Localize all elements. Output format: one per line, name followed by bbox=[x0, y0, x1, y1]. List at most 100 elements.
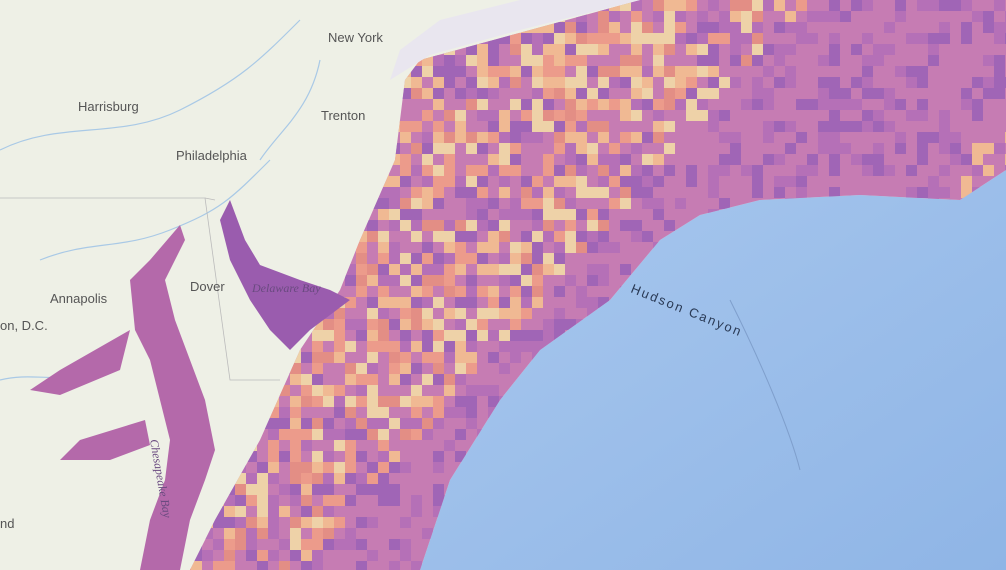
heat-cell bbox=[730, 44, 741, 55]
heat-cell bbox=[477, 198, 488, 209]
heat-cell bbox=[477, 242, 488, 253]
heat-cell bbox=[521, 99, 532, 110]
heat-cell bbox=[521, 187, 532, 198]
heat-cell bbox=[312, 550, 323, 561]
heat-cell bbox=[400, 132, 411, 143]
heat-cell bbox=[279, 451, 290, 462]
heat-cell bbox=[576, 154, 587, 165]
heat-cell bbox=[378, 407, 389, 418]
heat-cell bbox=[994, 143, 1005, 154]
heat-cell bbox=[422, 242, 433, 253]
heat-cell bbox=[466, 231, 477, 242]
heat-cell bbox=[862, 154, 873, 165]
heat-cell bbox=[598, 165, 609, 176]
heat-cell bbox=[741, 165, 752, 176]
heat-cell bbox=[939, 33, 950, 44]
heat-cell bbox=[510, 77, 521, 88]
city-label: New York bbox=[328, 30, 383, 45]
heat-cell bbox=[653, 132, 664, 143]
heat-cell bbox=[367, 308, 378, 319]
heat-cell bbox=[499, 341, 510, 352]
heat-cell bbox=[301, 517, 312, 528]
heat-cell bbox=[653, 154, 664, 165]
heat-cell bbox=[400, 330, 411, 341]
heat-cell bbox=[631, 55, 642, 66]
heat-cell bbox=[499, 110, 510, 121]
heat-cell bbox=[367, 418, 378, 429]
heat-cell bbox=[455, 286, 466, 297]
heat-cell bbox=[972, 77, 983, 88]
heat-cell bbox=[521, 308, 532, 319]
heat-cell bbox=[466, 286, 477, 297]
heat-cell bbox=[466, 352, 477, 363]
heat-cell bbox=[312, 528, 323, 539]
heat-cell bbox=[939, 121, 950, 132]
heat-cell bbox=[466, 330, 477, 341]
heat-cell bbox=[433, 374, 444, 385]
heat-cell bbox=[543, 198, 554, 209]
heat-cell bbox=[862, 121, 873, 132]
heat-cell bbox=[301, 484, 312, 495]
heat-cell bbox=[653, 176, 664, 187]
heat-cell bbox=[829, 77, 840, 88]
heat-cell bbox=[917, 0, 928, 11]
heat-cell bbox=[279, 539, 290, 550]
heat-cell bbox=[433, 88, 444, 99]
heat-cell bbox=[642, 154, 653, 165]
heat-cell bbox=[257, 495, 268, 506]
heat-cell bbox=[466, 407, 477, 418]
heat-cell bbox=[411, 286, 422, 297]
heat-cell bbox=[895, 99, 906, 110]
heat-cell bbox=[543, 121, 554, 132]
heat-cell bbox=[565, 176, 576, 187]
heat-cell bbox=[334, 539, 345, 550]
heat-cell bbox=[444, 110, 455, 121]
heat-cell bbox=[466, 418, 477, 429]
heat-cell bbox=[356, 275, 367, 286]
heat-cell bbox=[642, 176, 653, 187]
heat-cell bbox=[268, 495, 279, 506]
heat-cell bbox=[367, 462, 378, 473]
heat-cell bbox=[807, 99, 818, 110]
heat-cell bbox=[752, 88, 763, 99]
heat-cell bbox=[466, 55, 477, 66]
heat-cell bbox=[488, 55, 499, 66]
heat-cell bbox=[444, 55, 455, 66]
heat-cell bbox=[323, 418, 334, 429]
heat-cell bbox=[268, 407, 279, 418]
heat-cell bbox=[455, 176, 466, 187]
heat-cell bbox=[411, 198, 422, 209]
heat-cell bbox=[752, 44, 763, 55]
heat-cell bbox=[499, 66, 510, 77]
heat-cell bbox=[356, 484, 367, 495]
heat-cell bbox=[818, 143, 829, 154]
heat-cell bbox=[785, 22, 796, 33]
heat-cell bbox=[466, 319, 477, 330]
heat-cell bbox=[851, 44, 862, 55]
heat-cell bbox=[785, 66, 796, 77]
heat-cell bbox=[290, 396, 301, 407]
heat-cell bbox=[653, 0, 664, 11]
heat-cell bbox=[543, 231, 554, 242]
heat-cell bbox=[257, 517, 268, 528]
heat-cell bbox=[675, 33, 686, 44]
heat-cell bbox=[345, 473, 356, 484]
heat-cell bbox=[543, 66, 554, 77]
heat-cell bbox=[411, 231, 422, 242]
heat-cell bbox=[719, 154, 730, 165]
heat-cell bbox=[862, 165, 873, 176]
heat-cell bbox=[565, 319, 576, 330]
heat-cell bbox=[664, 22, 675, 33]
heat-cell bbox=[543, 154, 554, 165]
heat-cell bbox=[939, 22, 950, 33]
heat-cell bbox=[851, 154, 862, 165]
heat-cell bbox=[455, 88, 466, 99]
heat-cell bbox=[565, 55, 576, 66]
heat-cell bbox=[961, 88, 972, 99]
heat-cell bbox=[433, 352, 444, 363]
heat-cell bbox=[928, 55, 939, 66]
heat-cell bbox=[433, 319, 444, 330]
heat-cell bbox=[785, 77, 796, 88]
heat-cell bbox=[400, 319, 411, 330]
heat-cell bbox=[576, 231, 587, 242]
